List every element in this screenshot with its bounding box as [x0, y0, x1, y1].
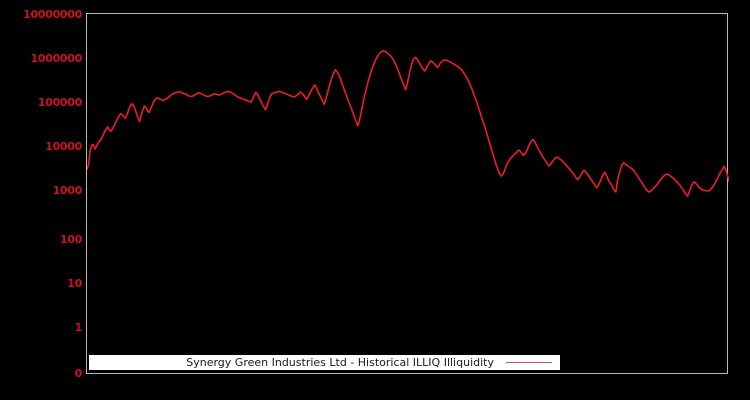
- plot-area: [86, 13, 729, 374]
- data-series-line: [87, 49, 729, 198]
- legend-label: Synergy Green Industries Ltd - Historica…: [186, 356, 494, 369]
- legend-box: Synergy Green Industries Ltd - Historica…: [89, 355, 560, 370]
- y-axis-tick-1000000: 1000000: [30, 52, 83, 65]
- y-axis-tick-10000000: 10000000: [23, 8, 82, 21]
- y-axis-tick-10000: 10000: [45, 140, 82, 153]
- legend-line-swatch: [506, 362, 552, 363]
- y-axis-tick-0: 0: [74, 367, 83, 380]
- y-axis-tick-100000: 100000: [37, 96, 82, 109]
- y-axis-tick-1000: 1000: [52, 184, 83, 197]
- y-axis-tick-10: 10: [67, 277, 82, 290]
- y-axis-tick-labels: 10000000 1000000 100000 10000 1000 100 10 1 0: [0, 0, 82, 400]
- y-axis-tick-1: 1: [74, 321, 83, 334]
- y-axis-tick-100: 100: [59, 233, 82, 246]
